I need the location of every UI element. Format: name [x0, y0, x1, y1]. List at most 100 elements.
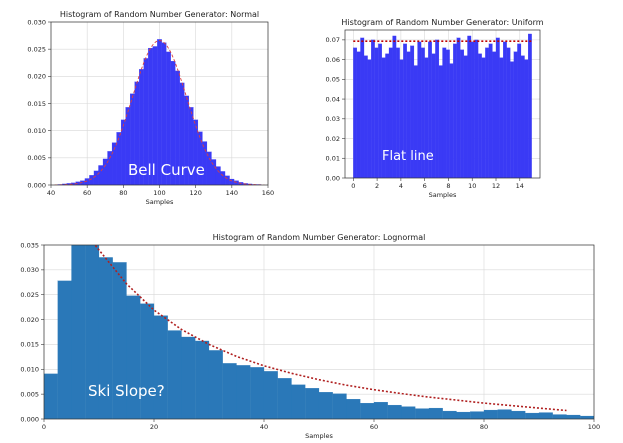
bar — [208, 350, 223, 419]
chart-title: Histogram of Random Number Generator: Un… — [341, 18, 543, 27]
x-tick-label: 100 — [153, 189, 165, 197]
bar — [481, 57, 486, 178]
bar — [93, 170, 99, 185]
y-tick-label: 0.020 — [20, 316, 39, 324]
bar — [485, 47, 489, 178]
x-tick-label: 8 — [446, 182, 450, 190]
bar — [71, 245, 86, 419]
y-tick-label: 0.07 — [326, 36, 340, 44]
bar — [263, 371, 278, 419]
bar — [353, 47, 357, 178]
bar — [442, 410, 457, 419]
x-axis-label: Samples — [305, 432, 333, 440]
bar — [195, 340, 210, 419]
bar — [478, 53, 482, 178]
bar — [363, 55, 368, 178]
bar — [250, 367, 265, 419]
y-tick-label: 0.01 — [326, 155, 340, 163]
chart-title: Histogram of Random Number Generator: Lo… — [213, 233, 426, 242]
bar — [499, 57, 504, 178]
bar — [456, 411, 471, 419]
bar — [463, 55, 468, 178]
y-tick-label: 0.025 — [27, 45, 46, 53]
bar — [360, 402, 375, 419]
bar — [220, 171, 226, 185]
bar — [291, 384, 306, 419]
bar — [510, 61, 514, 178]
bar — [387, 404, 402, 419]
bar — [503, 41, 507, 178]
bar — [438, 65, 443, 178]
x-tick-label: 40 — [47, 189, 55, 197]
bars — [44, 245, 594, 419]
bar — [236, 365, 251, 419]
bar — [373, 401, 388, 419]
bar — [520, 55, 525, 178]
fit-curve — [54, 40, 265, 185]
x-tick-label: 60 — [83, 189, 91, 197]
bar — [116, 132, 122, 185]
bar — [107, 151, 113, 185]
y-tick-label: 0.05 — [326, 76, 340, 84]
x-tick-label: 120 — [189, 189, 201, 197]
bar — [374, 47, 379, 178]
y-tick-label: 0.010 — [27, 127, 46, 135]
bar — [215, 166, 221, 185]
bar — [277, 378, 292, 419]
bar — [167, 330, 182, 419]
bar — [318, 392, 333, 419]
bar — [511, 410, 526, 419]
bar — [474, 39, 479, 178]
x-tick-label: 4 — [399, 182, 403, 190]
bar — [98, 165, 104, 185]
bar — [401, 406, 416, 419]
bar — [332, 393, 347, 419]
bar — [233, 180, 239, 185]
y-tick-label: 0.005 — [20, 390, 39, 398]
x-tick-label: 80 — [119, 189, 127, 197]
bar — [222, 363, 237, 419]
x-tick-label: 10 — [468, 182, 476, 190]
y-tick-label: 0.005 — [27, 154, 46, 162]
y-tick-label: 0.06 — [326, 56, 340, 64]
y-tick-label: 0.020 — [27, 73, 46, 81]
bar — [566, 414, 581, 419]
bar — [513, 51, 518, 178]
bar — [305, 388, 320, 419]
bar — [57, 280, 72, 419]
bar — [470, 41, 475, 178]
bar — [580, 415, 594, 419]
bar — [497, 409, 512, 419]
bar — [525, 412, 540, 419]
x-tick-label: 140 — [226, 189, 238, 197]
y-tick-label: 0.035 — [20, 241, 39, 249]
y-tick-label: 0.025 — [20, 291, 39, 299]
bar — [456, 37, 461, 178]
bar — [492, 51, 497, 178]
x-tick-label: 100 — [588, 423, 600, 431]
y-tick-label: 0.02 — [326, 135, 340, 143]
bars — [57, 39, 262, 185]
y-tick-label: 0.04 — [326, 95, 340, 103]
x-tick-label: 40 — [260, 423, 268, 431]
bar — [517, 43, 522, 178]
y-tick-label: 0.000 — [20, 415, 39, 423]
annotation-label: Ski Slope? — [88, 382, 165, 400]
bar — [528, 33, 532, 178]
chart-title: Histogram of Random Number Generator: No… — [60, 10, 259, 19]
chart-panel-3: 0 20 40 60 80 100 0.000 0.005 0.010 0.015 0.020 0.0… — [20, 233, 600, 440]
chart-panel-2: 0 2 4 6 8 10 12 14 0.00 0.01 0.02 0.03 0.04 0.05 0.06 0… — [326, 18, 544, 199]
bar — [488, 43, 493, 178]
bar — [435, 39, 440, 178]
x-tick-label: 12 — [492, 182, 500, 190]
bar — [360, 37, 365, 178]
y-tick-label: 0.000 — [27, 181, 46, 189]
axes-frame — [344, 29, 541, 179]
bar — [367, 59, 372, 178]
bar — [442, 47, 447, 178]
bar — [44, 373, 58, 419]
bar — [524, 59, 529, 178]
bar — [449, 63, 454, 178]
y-tick-label: 0.00 — [326, 174, 340, 182]
